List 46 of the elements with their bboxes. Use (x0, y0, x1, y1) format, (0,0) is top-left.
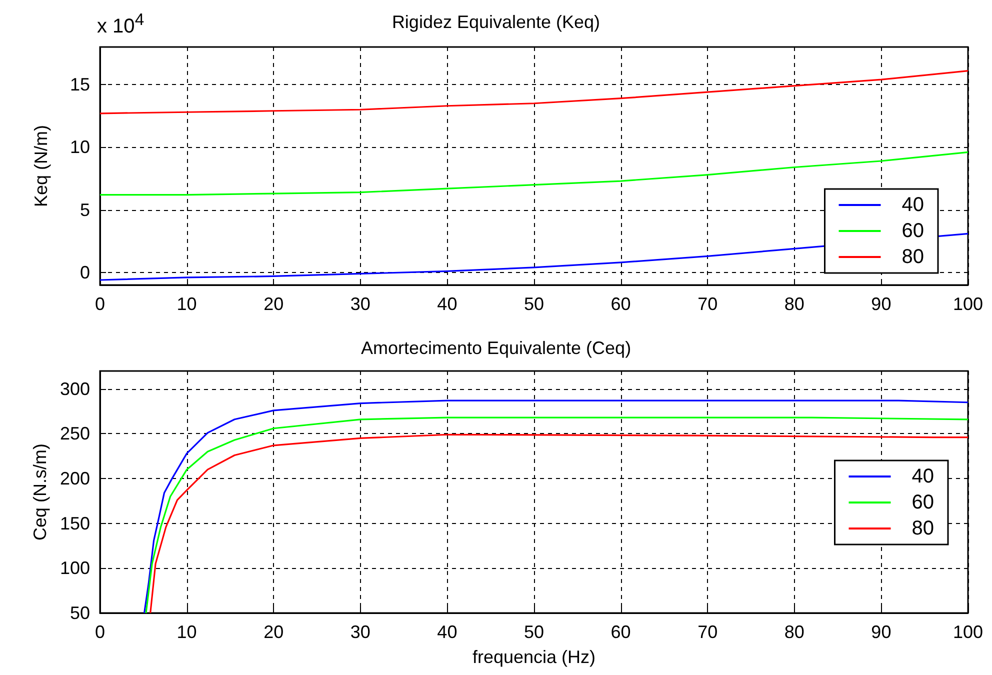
text: x 10$^{4}$ (97, 10, 144, 39)
x-tick-label: 70 (698, 294, 718, 314)
y-axis-title: Keq (N/m) (31, 124, 51, 208)
x-tick-label: 100 (952, 622, 984, 642)
x-tick-label: 30 (350, 294, 370, 314)
legend-label: 80 (912, 518, 934, 540)
x-tick-label: 100 (952, 294, 984, 314)
y-tick-label: 200 (60, 468, 90, 489)
x-tick-label: 80 (784, 622, 804, 642)
y-axis-title: Ceq (N.s/m) (30, 443, 50, 541)
x-axis-title: frequencia (Hz) (472, 647, 596, 667)
y-tick-label: 10 (70, 137, 90, 158)
legend-label: 40 (902, 194, 924, 216)
x-tick-label: 50 (524, 294, 544, 314)
y-tick-label: 15 (70, 74, 90, 95)
line-series (99, 151, 969, 196)
x-tick-label: 20 (264, 622, 284, 642)
x-tick-label: 20 (264, 294, 284, 314)
y-tick-label: 250 (60, 424, 90, 444)
legend-label: 80 (902, 246, 924, 268)
x-tick-label: 0 (94, 294, 106, 314)
x-tick-label: 60 (610, 622, 631, 642)
x-tick-label: 10 (176, 294, 197, 314)
y-tick-label: 150 (60, 513, 90, 534)
x-tick-label: 90 (871, 622, 892, 642)
x-tick-label: 50 (524, 622, 544, 642)
y-tick-label: 300 (60, 378, 90, 399)
y-tick-label: 5 (80, 200, 90, 220)
line-series (99, 70, 969, 114)
x-tick-label: 0 (94, 622, 106, 642)
x-tick-label: 10 (176, 622, 197, 642)
x-tick-label: 90 (871, 294, 892, 314)
y-tick-label: 50 (70, 603, 90, 623)
legend-label: 60 (912, 492, 934, 514)
x-tick-label: 30 (350, 622, 370, 642)
x-tick-label: 40 (437, 294, 458, 314)
x-tick-label: 60 (610, 294, 631, 314)
y-tick-label: 0 (80, 262, 90, 282)
legend-label: 40 (912, 466, 934, 488)
x-tick-label: 70 (698, 622, 718, 642)
y-tick-label: 100 (60, 558, 90, 578)
legend-label: 60 (902, 220, 924, 242)
x-tick-label: 40 (437, 622, 458, 642)
chart-title: Rigidez Equivalente (Keq) (392, 12, 600, 32)
x-tick-label: 80 (784, 294, 804, 314)
chart-title: Amortecimento Equivalente (Ceq) (360, 338, 632, 358)
